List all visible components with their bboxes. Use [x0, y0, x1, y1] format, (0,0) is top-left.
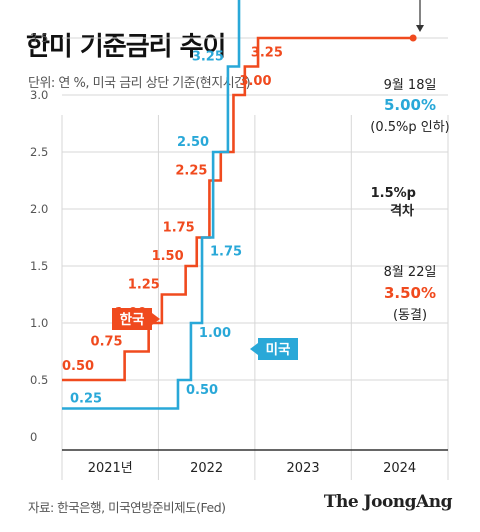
x-category-label: 2021년	[88, 461, 133, 476]
annotation-gap-value: 1.5%p	[371, 186, 416, 201]
annotation-korea-value: 3.50%	[384, 284, 436, 302]
y-tick-label: 0	[30, 430, 37, 444]
legend-korea-box	[112, 308, 152, 330]
gap-arrow-head-bottom	[416, 25, 424, 32]
data-label-korea: 1.50	[152, 249, 184, 264]
x-category-label: 2024	[383, 461, 416, 476]
y-tick-label: 1.0	[30, 316, 48, 330]
legend-us-pointer	[250, 343, 258, 355]
data-label-korea: 0.75	[91, 335, 123, 350]
source-note: 자료: 한국은행, 미국연방준비제도(Fed)	[28, 500, 226, 515]
data-label-us: 2.50	[177, 135, 209, 150]
y-tick-label: 1.5	[30, 259, 48, 273]
data-label-us: 1.75	[210, 245, 242, 260]
data-label-korea: 2.25	[175, 164, 207, 179]
y-tick-label: 2.0	[30, 202, 48, 216]
x-category-label: 2023	[287, 461, 320, 476]
data-label-us: 3.25	[192, 50, 224, 65]
data-label-us: 1.00	[199, 326, 231, 341]
chart-subtitle: 단위: 연 %, 미국 금리 상단 기준(현지시간)	[28, 76, 251, 91]
legend-us-box	[258, 338, 298, 360]
data-label-us: 0.25	[70, 392, 102, 407]
series-end-marker-korea	[409, 34, 417, 42]
y-tick-label: 0.5	[30, 373, 48, 387]
legend-korea-pointer	[152, 313, 160, 325]
y-tick-label: 3.0	[30, 88, 48, 102]
brand-logo: The JoongAng	[323, 492, 453, 512]
annotation-us-note: (0.5%p 인하)	[370, 120, 449, 135]
series-line-us	[62, 0, 241, 410]
chart-title: 한미 기준금리 추이	[26, 32, 226, 62]
annotation-gap-label: 격차	[390, 203, 414, 219]
legend-us-label: 미국	[266, 342, 291, 358]
data-label-us: 0.50	[186, 383, 218, 398]
annotation-us-value: 5.00%	[384, 96, 436, 114]
data-label-korea: 3.25	[251, 46, 283, 61]
data-label-korea: 1.75	[163, 221, 195, 236]
annotation-korea-date: 8월 22일	[384, 265, 437, 280]
data-label-korea: 1.25	[128, 278, 160, 293]
data-label-korea: 3.00	[239, 74, 271, 89]
data-label-korea: 0.50	[62, 359, 94, 374]
annotation-korea-note: (동결)	[393, 308, 427, 323]
y-tick-label: 3.5	[30, 31, 48, 45]
legend-korea-label: 한국	[120, 312, 145, 328]
annotation-us-date: 9월 18일	[384, 78, 437, 93]
y-tick-label: 2.5	[30, 145, 48, 159]
x-category-label: 2022	[190, 461, 223, 476]
